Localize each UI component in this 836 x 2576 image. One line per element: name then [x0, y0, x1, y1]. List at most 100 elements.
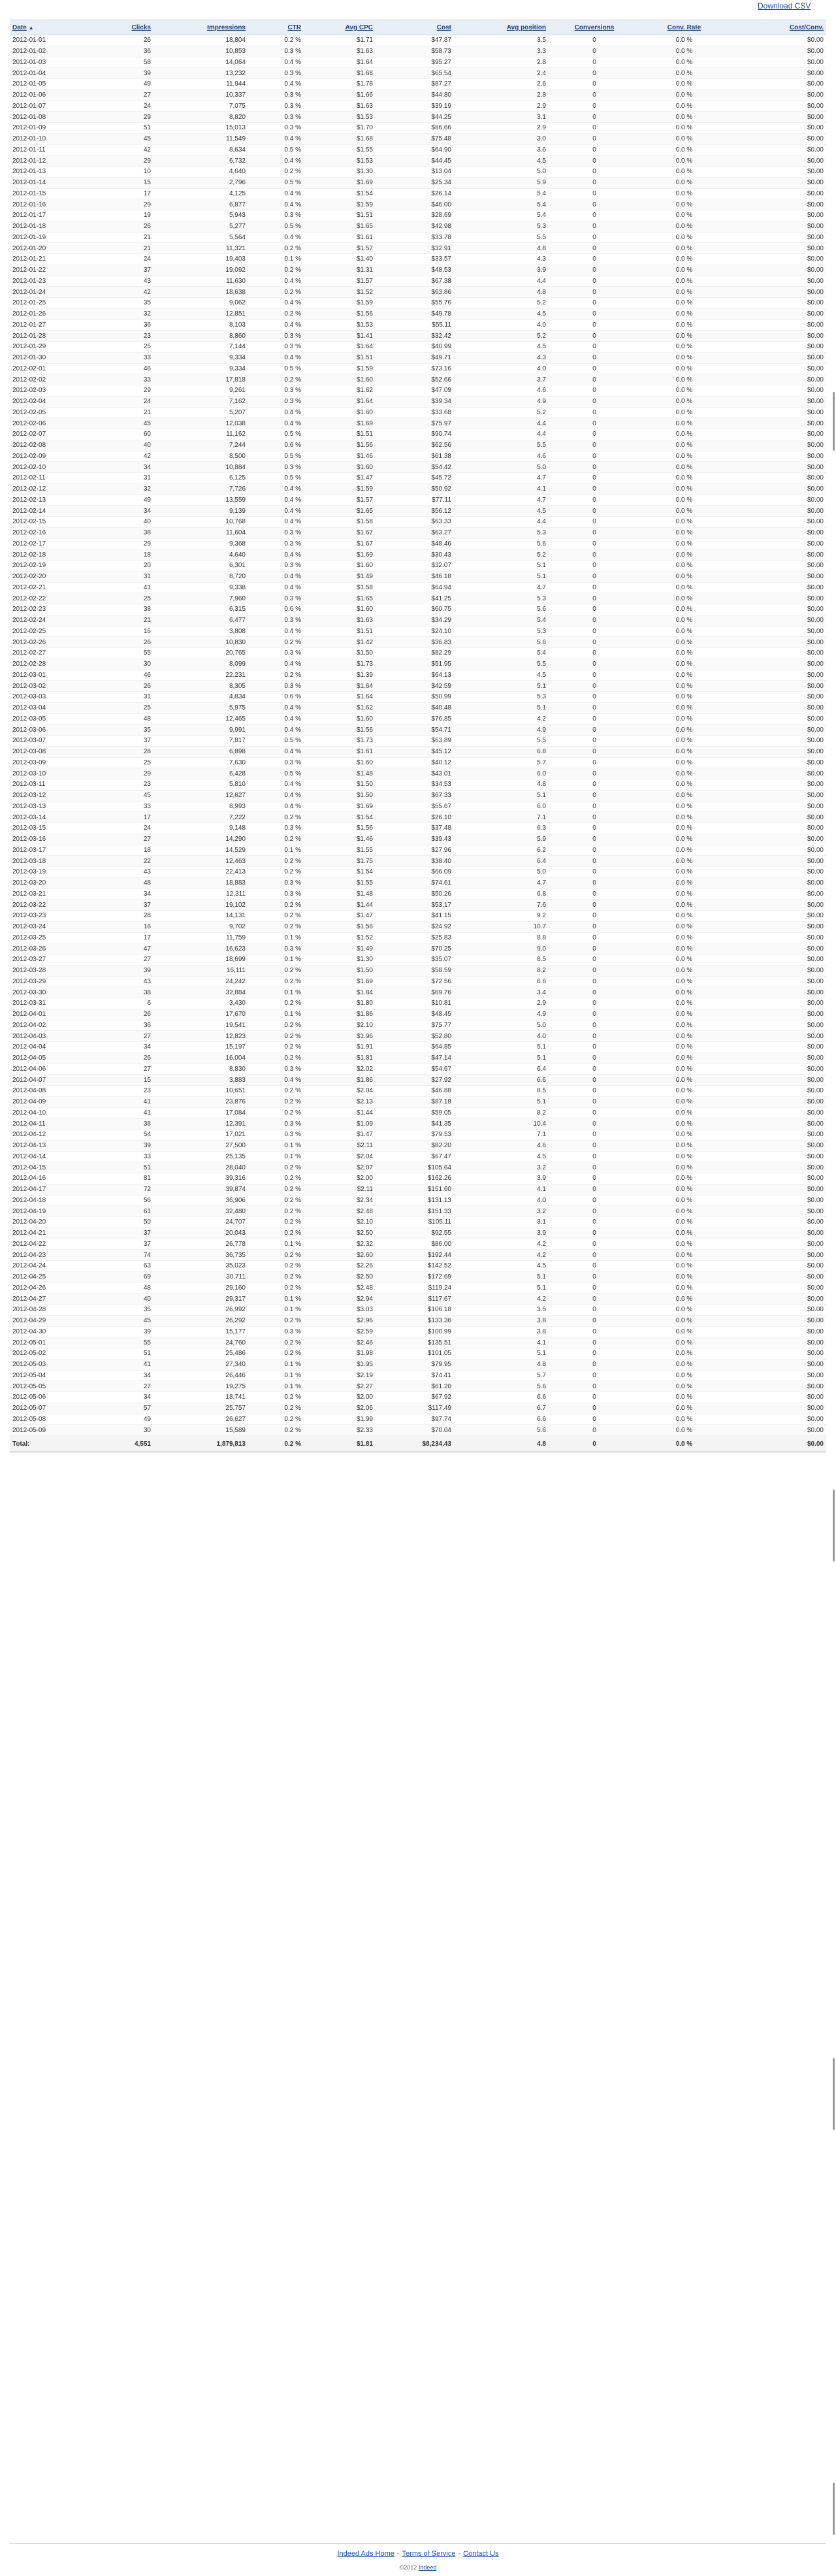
- cell-clicks: 51: [82, 1348, 153, 1360]
- footer-link-ads-home[interactable]: Indeed Ads Home: [337, 2550, 394, 2558]
- cell-avg-position: 7.6: [454, 899, 549, 911]
- cell-avg-position: 5.4: [454, 199, 549, 210]
- cell-conv-rate: 0.0 %: [640, 483, 728, 495]
- cell-date: 2012-04-22: [10, 1239, 82, 1250]
- cell-conversions: 0: [549, 998, 640, 1009]
- cell-cost-per-conv: $0.00: [728, 889, 826, 900]
- cell-ctr: 0.5 %: [248, 451, 304, 463]
- table-row: 2012-05-09 30 15,589 0.2 % $2.33 $70.04 5.6 0 0.…: [10, 1424, 826, 1436]
- cell-avg-position: 10.4: [454, 1118, 549, 1130]
- cell-impressions: 4,640: [153, 166, 248, 178]
- cell-conv-rate: 0.0 %: [640, 1403, 728, 1414]
- cell-clicks: 30: [82, 659, 153, 670]
- cell-conversions: 0: [549, 921, 640, 933]
- footer-separator: -: [458, 2550, 461, 2558]
- cell-ctr: 0.4 %: [248, 199, 304, 210]
- cell-clicks: 16: [82, 626, 153, 638]
- cell-conversions: 0: [549, 899, 640, 911]
- cell-clicks: 34: [82, 505, 153, 517]
- cell-cost-per-conv: $0.00: [728, 1052, 826, 1064]
- cell-cost-per-conv: $0.00: [728, 746, 826, 758]
- cell-cost-per-conv: $0.00: [728, 811, 826, 823]
- cell-cost-per-conv: $0.00: [728, 965, 826, 977]
- table-row: 2012-03-06 35 9,991 0.4 % $1.56 $54.71 4.9 0 0.0…: [10, 724, 826, 736]
- cell-avg-cpc: $1.51: [304, 626, 376, 638]
- cell-cost: $63.89: [376, 735, 454, 747]
- cell-avg-position: 3.6: [454, 144, 549, 156]
- cell-cost-per-conv: $0.00: [728, 735, 826, 747]
- cell-clicks: 40: [82, 440, 153, 451]
- table-row: 2012-04-23 74 36,735 0.2 % $2.60 $192.44 4.2 0 0…: [10, 1249, 826, 1261]
- cell-clicks: 45: [82, 1315, 153, 1327]
- column-header-cost[interactable]: Cost: [376, 20, 454, 35]
- scrollbar-thumb-4[interactable]: [833, 2483, 835, 2535]
- cell-cost: $56.12: [376, 505, 454, 517]
- table-row: 2012-02-03 29 9,261 0.3 % $1.62 $47.09 4.6 0 0.0…: [10, 385, 826, 397]
- column-header-conv-rate[interactable]: Conv. Rate: [640, 20, 728, 35]
- cell-impressions: 12,823: [153, 1030, 248, 1042]
- cell-avg-cpc: $1.59: [304, 199, 376, 210]
- cell-clicks: 38: [82, 527, 153, 539]
- cell-conv-rate: 0.0 %: [640, 790, 728, 802]
- cell-cost-per-conv: $0.00: [728, 834, 826, 845]
- scrollbar-thumb[interactable]: [833, 392, 835, 451]
- table-row: 2012-04-20 50 24,707 0.2 % $2.10 $105.11 3.1 0 0…: [10, 1216, 826, 1228]
- cell-conversions: 0: [549, 1195, 640, 1207]
- cell-date: 2012-01-07: [10, 101, 82, 112]
- cell-avg-cpc: $2.60: [304, 1249, 376, 1261]
- column-header-conversions[interactable]: Conversions: [549, 20, 640, 35]
- cell-avg-cpc: $1.63: [304, 46, 376, 57]
- cell-avg-position: 5.6: [454, 636, 549, 648]
- cell-avg-position: 5.1: [454, 702, 549, 714]
- table-row: 2012-05-01 55 24,760 0.2 % $2.46 $135.51 4.1 0 0…: [10, 1337, 826, 1348]
- cell-conversions: 0: [549, 188, 640, 200]
- cell-date: 2012-02-19: [10, 560, 82, 572]
- cell-clicks: 15: [82, 1074, 153, 1086]
- cell-cost-per-conv: $0.00: [728, 396, 826, 408]
- cell-impressions: 35,023: [153, 1260, 248, 1272]
- cell-avg-position: 6.6: [454, 1414, 549, 1426]
- cell-cost-per-conv: $0.00: [728, 899, 826, 911]
- footer-link-terms[interactable]: Terms of Service: [402, 2550, 456, 2558]
- cell-clicks: 57: [82, 1403, 153, 1414]
- cell-date: 2012-01-02: [10, 46, 82, 57]
- cell-avg-cpc: $1.65: [304, 505, 376, 517]
- cell-avg-position: 4.7: [454, 495, 549, 506]
- download-csv-link[interactable]: Download CSV: [758, 1, 811, 10]
- footer-link-contact[interactable]: Contact Us: [463, 2550, 499, 2558]
- cell-avg-cpc: $2.00: [304, 1392, 376, 1403]
- scrollbar-thumb-2[interactable]: [833, 1490, 835, 1561]
- cell-impressions: 29,317: [153, 1293, 248, 1305]
- cell-cost-per-conv: $0.00: [728, 659, 826, 670]
- cell-clicks: 24: [82, 396, 153, 408]
- column-header-avg-position[interactable]: Avg position: [454, 20, 549, 35]
- cell-conversions: 0: [549, 1107, 640, 1119]
- cell-avg-position: 9.2: [454, 910, 549, 922]
- column-header-cost-per-conv[interactable]: Cost/Conv.: [728, 20, 826, 35]
- copyright-brand-link[interactable]: Indeed: [418, 2564, 437, 2571]
- cell-conv-rate: 0.0 %: [640, 210, 728, 221]
- column-header-avg-cpc[interactable]: Avg CPC: [304, 20, 376, 35]
- cell-clicks: 48: [82, 1282, 153, 1294]
- cell-ctr: 0.4 %: [248, 549, 304, 561]
- cell-avg-cpc: $2.19: [304, 1370, 376, 1382]
- table-row: 2012-01-01 26 18,804 0.2 % $1.71 $47.87 3.5 0 0.…: [10, 35, 826, 46]
- cell-cost: $27.92: [376, 1074, 454, 1086]
- cell-impressions: 3,808: [153, 626, 248, 638]
- table-row: 2012-04-29 45 26,292 0.2 % $2.96 $133.36 3.8 0 0…: [10, 1315, 826, 1327]
- cell-conversions: 0: [549, 374, 640, 385]
- cell-ctr: 0.2 %: [248, 910, 304, 922]
- column-header-date[interactable]: Date ▲: [10, 20, 82, 35]
- column-header-clicks[interactable]: Clicks: [82, 20, 153, 35]
- cell-clicks: 24: [82, 101, 153, 112]
- table-row: 2012-03-27 27 18,699 0.1 % $1.30 $35.07 8.5 0 0.…: [10, 954, 826, 966]
- column-header-impressions[interactable]: Impressions: [153, 20, 248, 35]
- scrollbar-thumb-3[interactable]: [833, 2058, 835, 2130]
- cell-cost: $37.48: [376, 823, 454, 834]
- cell-cost-per-conv: $0.00: [728, 177, 826, 189]
- cell-conv-rate: 0.0 %: [640, 779, 728, 791]
- cell-cost: $72.56: [376, 976, 454, 988]
- cell-conv-rate: 0.0 %: [640, 1304, 728, 1316]
- column-header-ctr[interactable]: CTR: [248, 20, 304, 35]
- cell-avg-position: 4.5: [454, 155, 549, 167]
